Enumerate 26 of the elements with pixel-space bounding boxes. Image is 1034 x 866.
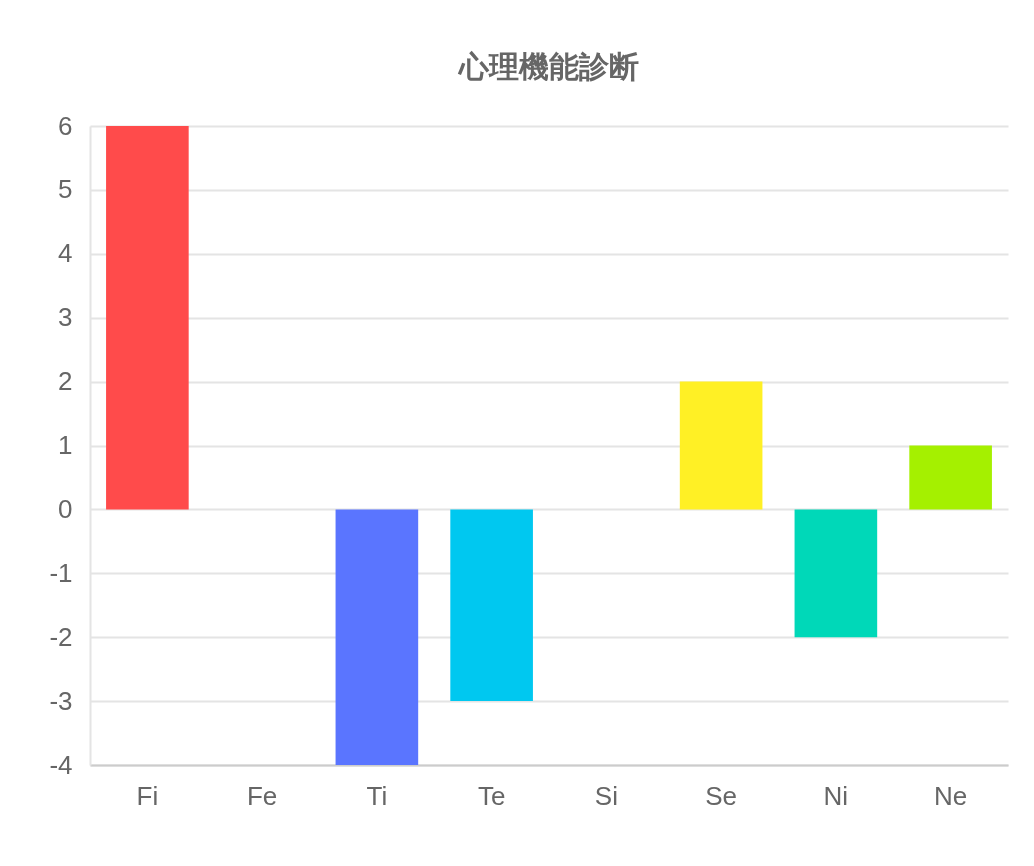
bar [909,445,992,510]
x-tick-label: Ne [934,780,968,811]
y-tick-label: 0 [58,493,73,524]
bar [679,381,763,510]
x-tick-label: Fe [246,780,278,811]
y-tick-label: -3 [49,685,73,716]
bar [335,509,419,765]
y-tick-label: -2 [49,621,73,652]
y-tick-label: -4 [49,749,73,780]
x-tick-label: Se [705,780,738,811]
y-tick-label: 4 [58,238,73,269]
bar [450,509,533,702]
y-tick-label: 3 [58,302,73,333]
y-tick-label: 2 [58,366,73,397]
y-tick-label: 6 [58,110,73,141]
y-tick-label: -1 [49,557,73,588]
y-tick-label: 5 [58,174,73,205]
x-tick-label: Ti [366,780,388,811]
x-tick-label: Te [477,780,506,811]
x-tick-label: Fi [136,780,159,811]
bar [794,509,878,638]
bar [106,126,189,510]
x-tick-label: Si [594,780,618,811]
chart-title: 心理機能診断 [457,50,639,83]
y-tick-label: 1 [58,430,73,460]
x-tick-label: Ni [823,780,849,811]
